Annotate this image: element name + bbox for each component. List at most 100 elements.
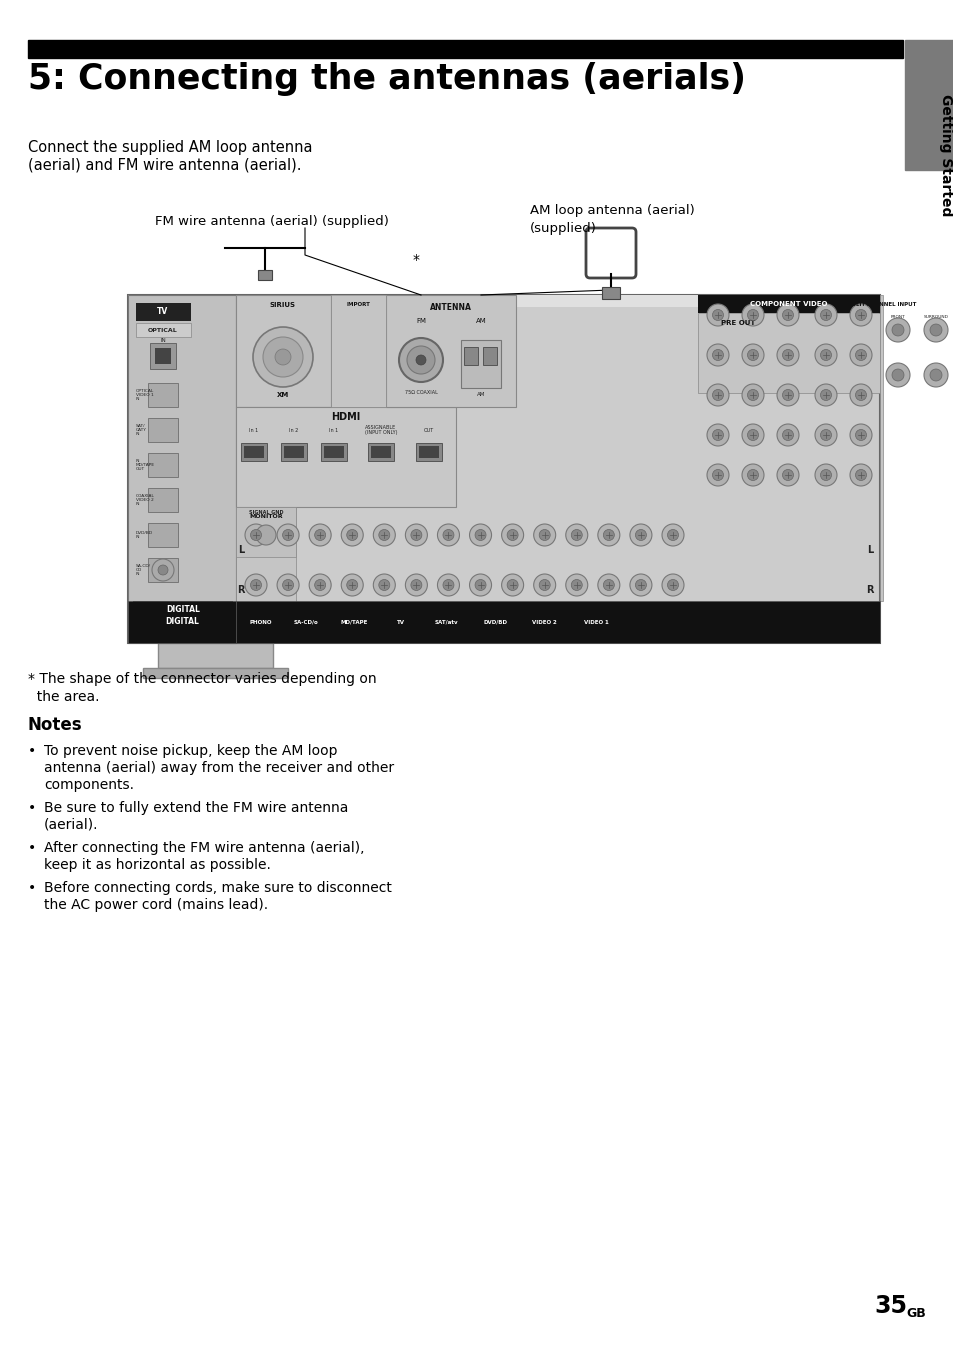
Circle shape: [571, 580, 581, 591]
Text: SIGNAL GND: SIGNAL GND: [249, 511, 283, 515]
Text: DVD/BD: DVD/BD: [483, 619, 507, 625]
Circle shape: [923, 318, 947, 342]
Circle shape: [378, 580, 390, 591]
Circle shape: [891, 324, 903, 337]
Bar: [698, 295, 879, 314]
Circle shape: [635, 580, 646, 591]
Bar: [136, 303, 191, 320]
Bar: [235, 602, 879, 644]
Circle shape: [814, 304, 836, 326]
Circle shape: [507, 580, 517, 591]
Circle shape: [781, 350, 793, 361]
Text: In 2: In 2: [289, 427, 298, 433]
Bar: [148, 523, 178, 548]
Circle shape: [253, 327, 313, 387]
Circle shape: [776, 343, 799, 366]
Circle shape: [929, 369, 941, 381]
Circle shape: [741, 464, 763, 485]
Text: FRONT: FRONT: [890, 315, 904, 319]
Circle shape: [820, 310, 831, 320]
Bar: [482, 347, 497, 365]
Text: PHONO: PHONO: [250, 619, 272, 625]
Circle shape: [712, 430, 722, 441]
Text: PRE OUT: PRE OUT: [720, 320, 755, 326]
Bar: [281, 443, 307, 461]
Text: *: *: [412, 253, 419, 266]
Circle shape: [538, 580, 550, 591]
Circle shape: [411, 580, 421, 591]
Circle shape: [276, 575, 298, 596]
Text: AM: AM: [476, 392, 485, 397]
Circle shape: [706, 384, 728, 406]
Text: SAT/atv: SAT/atv: [434, 619, 457, 625]
Circle shape: [373, 525, 395, 546]
Bar: [28, 41, 902, 58]
Circle shape: [635, 530, 646, 541]
Circle shape: [598, 575, 619, 596]
Circle shape: [667, 580, 678, 591]
Text: keep it as horizontal as possible.: keep it as horizontal as possible.: [44, 859, 271, 872]
Circle shape: [661, 575, 683, 596]
Circle shape: [282, 530, 294, 541]
Text: ASSIGNABLE
(INPUT ONLY): ASSIGNABLE (INPUT ONLY): [364, 425, 396, 435]
Bar: [460, 339, 500, 388]
Text: the AC power cord (mains lead).: the AC power cord (mains lead).: [44, 898, 268, 913]
Circle shape: [373, 575, 395, 596]
Bar: [418, 446, 438, 458]
Text: Be sure to fully extend the FM wire antenna: Be sure to fully extend the FM wire ante…: [44, 800, 348, 815]
Text: 5: Connecting the antennas (aerials): 5: Connecting the antennas (aerials): [28, 62, 745, 96]
Circle shape: [602, 580, 614, 591]
Text: (aerial).: (aerial).: [44, 818, 98, 831]
Circle shape: [855, 350, 865, 361]
Bar: [235, 507, 295, 557]
Text: COMPONENT VIDEO: COMPONENT VIDEO: [749, 301, 827, 307]
Circle shape: [712, 310, 722, 320]
Circle shape: [776, 464, 799, 485]
Circle shape: [245, 575, 267, 596]
Circle shape: [437, 575, 459, 596]
Text: COAXIAL
VIDEO 2
IN: COAXIAL VIDEO 2 IN: [136, 493, 154, 506]
Circle shape: [849, 384, 871, 406]
Circle shape: [706, 343, 728, 366]
Circle shape: [820, 469, 831, 480]
Text: VIDEO 2: VIDEO 2: [531, 619, 556, 625]
Text: FM wire antenna (aerial) (supplied): FM wire antenna (aerial) (supplied): [154, 215, 389, 228]
Text: OUT: OUT: [423, 427, 434, 433]
Circle shape: [661, 525, 683, 546]
Circle shape: [411, 530, 421, 541]
Text: MULTI CHANNEL INPUT: MULTI CHANNEL INPUT: [845, 303, 915, 307]
Circle shape: [747, 350, 758, 361]
Circle shape: [855, 430, 865, 441]
Bar: [136, 323, 191, 337]
Text: IN: IN: [160, 338, 166, 342]
Text: R: R: [865, 585, 873, 595]
Text: OPTICAL: OPTICAL: [148, 327, 177, 333]
Bar: [148, 453, 178, 477]
Circle shape: [855, 310, 865, 320]
Text: components.: components.: [44, 777, 133, 792]
Text: Before connecting cords, make sure to disconnect: Before connecting cords, make sure to di…: [44, 882, 392, 895]
Circle shape: [598, 525, 619, 546]
Bar: [235, 507, 295, 607]
Circle shape: [706, 425, 728, 446]
Bar: [235, 407, 456, 507]
Text: •: •: [28, 744, 36, 758]
Circle shape: [507, 530, 517, 541]
Text: DIGITAL: DIGITAL: [166, 606, 200, 615]
Text: MONITOR: MONITOR: [249, 515, 282, 519]
Circle shape: [341, 575, 363, 596]
Bar: [132, 602, 233, 619]
Circle shape: [891, 369, 903, 381]
Circle shape: [741, 343, 763, 366]
Bar: [150, 343, 175, 369]
Circle shape: [501, 575, 523, 596]
Circle shape: [245, 525, 267, 546]
Bar: [257, 270, 272, 280]
Circle shape: [469, 575, 491, 596]
Text: GB: GB: [905, 1307, 924, 1320]
Circle shape: [849, 343, 871, 366]
Text: TV: TV: [157, 307, 169, 316]
Circle shape: [407, 346, 435, 375]
Bar: [331, 295, 386, 407]
Bar: [244, 446, 264, 458]
